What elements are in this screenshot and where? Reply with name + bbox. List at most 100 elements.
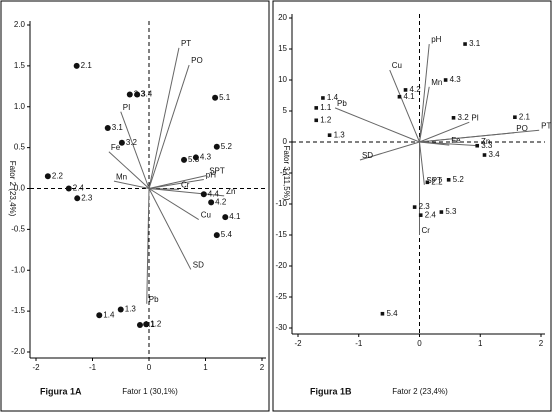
point [327, 133, 332, 137]
point-label: 1.4 [103, 310, 115, 319]
y-tick-label: -5 [280, 168, 288, 177]
vector-label: PT [181, 39, 191, 48]
point [463, 42, 467, 46]
loading-vector [148, 188, 179, 190]
y-tick-label: -20 [275, 261, 287, 270]
x-tick-label: 1 [203, 363, 208, 372]
y-tick-label: -1.5 [11, 306, 25, 315]
point-label: 1.1 [144, 320, 156, 329]
y-axis-label: Fator 2 (23,4%) [8, 161, 17, 217]
y-tick-label: 0 [283, 137, 288, 146]
point-label: 4.1 [403, 92, 415, 101]
loading-vector [148, 47, 180, 189]
y-tick-label: 15 [278, 44, 287, 53]
point-label: 2.4 [425, 210, 437, 219]
y-axis-label: Fator 3 (11,5%) [282, 146, 291, 201]
point [143, 321, 150, 328]
point-label: 3.2 [458, 113, 470, 122]
loading-vector [419, 86, 430, 143]
loading-vector [146, 188, 150, 304]
loading-vector [108, 151, 150, 189]
point [96, 312, 103, 319]
point [44, 173, 51, 180]
point [222, 214, 229, 221]
point [117, 306, 124, 313]
point-label: 5.1 [219, 93, 231, 102]
y-tick-label: -15 [275, 230, 287, 239]
point [134, 91, 141, 98]
x-tick-label: 0 [147, 363, 152, 372]
point-label: 1.3 [125, 305, 137, 314]
vector-label: Fe [451, 136, 461, 145]
loading-vector [148, 179, 204, 189]
point-label: 1.2 [150, 319, 162, 328]
vector-label: SD [193, 261, 204, 270]
x-tick-label: -1 [89, 363, 97, 372]
point [192, 154, 199, 161]
point-label: 2.2 [431, 177, 443, 186]
caption: Figura 1A [40, 386, 82, 396]
vector-label: Fe [111, 143, 121, 152]
y-tick-label: 1.0 [14, 102, 26, 111]
point-label: 5.4 [386, 309, 398, 318]
panel-frame [272, 0, 552, 412]
point-label: 2.4 [73, 184, 85, 193]
point [451, 116, 456, 120]
point-label: 3.1 [112, 123, 124, 132]
point [412, 205, 417, 209]
point-label: 2.1 [81, 61, 93, 70]
point [200, 191, 207, 198]
vector-label: Pb [337, 99, 347, 108]
point [418, 213, 423, 217]
point [181, 156, 188, 163]
y-tick-label: 20 [278, 13, 287, 22]
loading-vector [419, 121, 470, 143]
vector-label: Cr [181, 180, 190, 189]
loading-vector [419, 141, 425, 185]
point [314, 106, 319, 110]
loading-vector [113, 180, 150, 189]
loading-vector [120, 111, 150, 189]
loading-vector [148, 188, 192, 270]
point-label: 4.1 [229, 212, 241, 221]
loading-vector [389, 69, 420, 143]
loading-vector [419, 141, 480, 147]
point [126, 91, 133, 98]
point [513, 115, 517, 119]
loading-vector [419, 132, 515, 143]
vector-label: PI [123, 103, 131, 112]
point-label: 4.3 [450, 75, 462, 84]
vector-label: Mn [431, 78, 442, 87]
vector-label: PT [541, 121, 551, 130]
point [403, 88, 408, 92]
x-tick-label: -1 [355, 339, 363, 348]
point-label: 3.4 [141, 90, 153, 99]
loading-vector [148, 188, 225, 197]
y-tick-label: -30 [275, 323, 287, 332]
vector-label: PO [191, 56, 203, 65]
y-tick-label: -1.0 [11, 265, 25, 274]
caption: Figura 1B [310, 386, 352, 396]
loading-vector [334, 107, 420, 143]
point-label: 2.3 [419, 202, 431, 211]
point [136, 322, 143, 329]
point-label: 1.2 [320, 115, 332, 124]
point-label: 3.2 [126, 138, 138, 147]
vector-label: SPT [209, 167, 225, 176]
point-label: 1.1 [320, 103, 332, 112]
loading-vector [148, 188, 199, 220]
vector-label: PO [516, 124, 528, 133]
y-tick-label: 10 [278, 75, 287, 84]
x-axis-label: Fator 1 (30,1%) [122, 387, 178, 396]
point [446, 178, 451, 182]
point [118, 139, 125, 146]
vector-label: Cu [201, 211, 211, 220]
x-axis-label: Fator 2 (23,4%) [392, 387, 448, 396]
vector-label: Zn [481, 137, 490, 146]
vector-label: Zn [226, 187, 235, 196]
point-label: 5.3 [445, 207, 457, 216]
point-label: 2.1 [519, 112, 531, 121]
y-tick-label: -10 [275, 199, 287, 208]
vector-label: pH [206, 171, 216, 180]
